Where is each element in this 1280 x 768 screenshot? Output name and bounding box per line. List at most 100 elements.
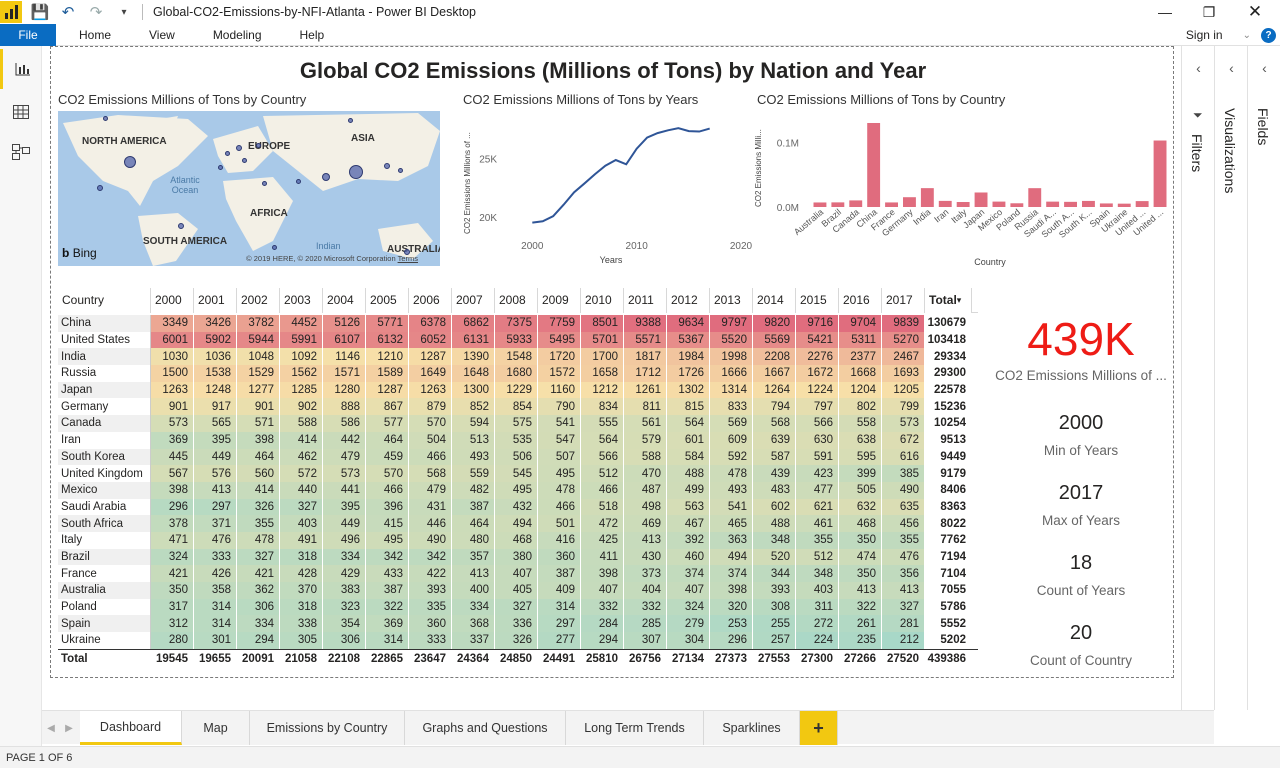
matrix-value-cell[interactable]: 482: [452, 481, 495, 499]
matrix-row-total-cell[interactable]: 130679: [925, 315, 972, 332]
map-bubble[interactable]: [272, 245, 277, 250]
matrix-value-cell[interactable]: 1571: [323, 365, 366, 382]
collapse-ribbon-icon[interactable]: ⌄: [1242, 29, 1251, 41]
matrix-value-cell[interactable]: 6132: [366, 331, 409, 349]
matrix-value-cell[interactable]: 478: [237, 531, 280, 549]
matrix-value-cell[interactable]: 902: [280, 398, 323, 416]
matrix-value-cell[interactable]: 476: [194, 531, 237, 549]
matrix-value-cell[interactable]: 1204: [839, 381, 882, 399]
matrix-country-cell[interactable]: Spain: [58, 615, 151, 633]
matrix-country-cell[interactable]: Iran: [58, 431, 151, 449]
matrix-value-cell[interactable]: 369: [151, 431, 194, 449]
matrix-value-cell[interactable]: 466: [581, 481, 624, 499]
matrix-value-cell[interactable]: 901: [151, 398, 194, 416]
matrix-value-cell[interactable]: 333: [194, 548, 237, 566]
map-bubble[interactable]: [322, 173, 330, 181]
matrix-value-cell[interactable]: 474: [839, 548, 882, 566]
matrix-value-cell[interactable]: 1720: [538, 348, 581, 366]
matrix-value-cell[interactable]: 449: [194, 448, 237, 466]
matrix-value-cell[interactable]: 277: [538, 632, 581, 649]
matrix-value-cell[interactable]: 370: [280, 582, 323, 599]
matrix-value-cell[interactable]: 212: [882, 632, 925, 649]
matrix-value-cell[interactable]: 456: [882, 515, 925, 532]
matrix-value-cell[interactable]: 609: [710, 431, 753, 449]
matrix-value-cell[interactable]: 326: [237, 498, 280, 516]
matrix-value-cell[interactable]: 499: [667, 481, 710, 499]
matrix-value-cell[interactable]: 573: [151, 415, 194, 432]
matrix-value-cell[interactable]: 479: [323, 448, 366, 466]
matrix-value-cell[interactable]: 413: [452, 565, 495, 582]
matrix-value-cell[interactable]: 426: [194, 565, 237, 582]
matrix-value-cell[interactable]: 333: [409, 632, 452, 649]
matrix-value-cell[interactable]: 571: [237, 415, 280, 432]
matrix-value-cell[interactable]: 429: [323, 565, 366, 582]
matrix-value-cell[interactable]: 362: [237, 582, 280, 599]
matrix-value-cell[interactable]: 442: [323, 431, 366, 449]
matrix-value-cell[interactable]: 1572: [538, 365, 581, 382]
matrix-value-cell[interactable]: 428: [280, 565, 323, 582]
matrix-value-cell[interactable]: 1287: [366, 381, 409, 399]
matrix-value-cell[interactable]: 616: [882, 448, 925, 466]
matrix-value-cell[interactable]: 469: [624, 515, 667, 532]
matrix-value-cell[interactable]: 449: [323, 515, 366, 532]
matrix-value-cell[interactable]: 414: [280, 431, 323, 449]
matrix-value-cell[interactable]: 867: [366, 398, 409, 416]
matrix-column-header[interactable]: 2015: [796, 287, 839, 313]
matrix-column-header[interactable]: 2013: [710, 287, 753, 313]
matrix-value-cell[interactable]: 297: [538, 615, 581, 633]
matrix-value-cell[interactable]: 344: [753, 565, 796, 582]
matrix-row[interactable]: South Africa 378 371 355 403 449 415 446 464 494 5…: [58, 515, 978, 532]
matrix-value-cell[interactable]: 358: [194, 582, 237, 599]
matrix-row[interactable]: India 1030 1036 1048 1092 1146 1210 1287 1390 154…: [58, 348, 978, 366]
menu-view[interactable]: View: [149, 27, 175, 42]
matrix-value-cell[interactable]: 545: [495, 465, 538, 482]
matrix-value-cell[interactable]: 312: [151, 615, 194, 633]
matrix-value-cell[interactable]: 630: [796, 431, 839, 449]
matrix-value-cell[interactable]: 587: [753, 448, 796, 466]
save-icon[interactable]: 💾: [30, 4, 50, 21]
map-bubble[interactable]: [124, 156, 136, 168]
map-bubble[interactable]: [97, 185, 103, 191]
matrix-country-cell[interactable]: France: [58, 565, 151, 582]
visualizations-pane[interactable]: ‹ Visualizations: [1214, 46, 1247, 710]
matrix-value-cell[interactable]: 570: [409, 415, 452, 432]
matrix-value-cell[interactable]: 1500: [151, 365, 194, 382]
matrix-value-cell[interactable]: 405: [495, 582, 538, 599]
matrix-row-total-cell[interactable]: 15236: [925, 398, 972, 416]
matrix-value-cell[interactable]: 854: [495, 398, 538, 416]
matrix-value-cell[interactable]: 4452: [280, 315, 323, 332]
matrix-value-cell[interactable]: 326: [495, 632, 538, 649]
matrix-value-cell[interactable]: 506: [495, 448, 538, 466]
matrix-value-cell[interactable]: 421: [151, 565, 194, 582]
matrix-row-total-cell[interactable]: 7104: [925, 565, 972, 582]
matrix-value-cell[interactable]: 790: [538, 398, 581, 416]
matrix-row-total-cell[interactable]: 7762: [925, 531, 972, 549]
matrix-value-cell[interactable]: 1672: [796, 365, 839, 382]
matrix-value-cell[interactable]: 314: [538, 598, 581, 616]
matrix-value-cell[interactable]: 513: [452, 431, 495, 449]
chevron-left-icon[interactable]: ‹: [1196, 60, 1201, 76]
matrix-row[interactable]: Mexico 398 413 414 440 441 466 479 482 495 478 466 4…: [58, 481, 978, 499]
matrix-value-cell[interactable]: 917: [194, 398, 237, 416]
undo-icon[interactable]: ↶: [61, 4, 75, 21]
matrix-value-cell[interactable]: 573: [323, 465, 366, 482]
matrix-value-cell[interactable]: 354: [323, 615, 366, 633]
matrix-row[interactable]: Japan 1263 1248 1277 1285 1280 1287 1263 1300 122…: [58, 381, 978, 399]
matrix-value-cell[interactable]: 560: [237, 465, 280, 482]
matrix-value-cell[interactable]: 318: [280, 548, 323, 566]
matrix-value-cell[interactable]: 512: [581, 465, 624, 482]
matrix-value-cell[interactable]: 601: [667, 431, 710, 449]
matrix-value-cell[interactable]: 573: [882, 415, 925, 432]
matrix-value-cell[interactable]: 635: [882, 498, 925, 516]
matrix-value-cell[interactable]: 1548: [495, 348, 538, 366]
matrix-value-cell[interactable]: 1649: [409, 365, 452, 382]
matrix-value-cell[interactable]: 466: [538, 498, 581, 516]
matrix-value-cell[interactable]: 421: [237, 565, 280, 582]
matrix-value-cell[interactable]: 398: [581, 565, 624, 582]
matrix-value-cell[interactable]: 373: [624, 565, 667, 582]
menu-home[interactable]: Home: [79, 27, 112, 42]
matrix-value-cell[interactable]: 360: [409, 615, 452, 633]
matrix-value-cell[interactable]: 1229: [495, 381, 538, 399]
matrix-value-cell[interactable]: 5520: [710, 331, 753, 349]
matrix-row-total-cell[interactable]: 5552: [925, 615, 972, 633]
